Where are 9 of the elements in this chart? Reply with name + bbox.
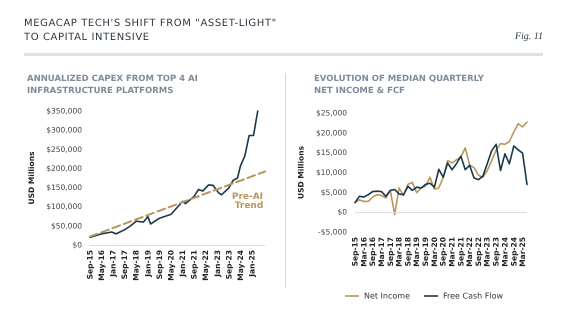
chart-title: EVOLUTION OF MEDIAN QUARTERLY NET INCOME & FCF: [314, 74, 485, 96]
series-label: Pre-AI Trend: [232, 192, 266, 211]
chart-title: ANNUALIZED CAPEX FROM TOP 4 AI INFRASTRUCTURE PLATFORMS: [27, 74, 198, 96]
caption: Fig. 11: [514, 31, 543, 42]
text: MEGACAP TECH'S SHIFT FROM "ASSET-LIGHT" TO CAPITAL INTENSIVE: [24, 17, 277, 45]
legend-label: Free Cash Flow: [442, 292, 504, 300]
line-series: [354, 144, 528, 204]
legend-label: Net Income: [364, 292, 410, 300]
line-series: [354, 121, 528, 216]
